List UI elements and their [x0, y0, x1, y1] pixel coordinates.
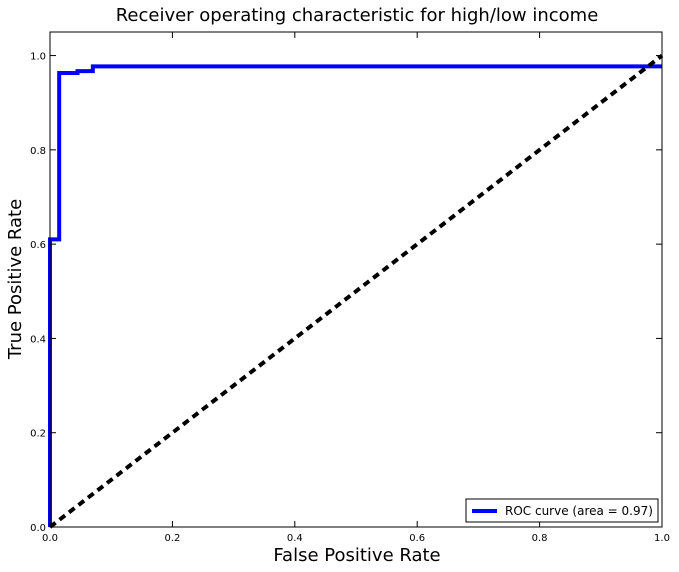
- y-tick-label: 0.8: [30, 146, 46, 157]
- ticks-layer: 0.0 0.2 0.4 0.6 0.8 1.0 0.0 0.2 0.4 0.6 0.8 1.0: [30, 32, 670, 544]
- y-tick-label: 1.0: [30, 52, 46, 63]
- plot-frame: [49, 31, 663, 528]
- chance-diagonal-line: [48, 53, 664, 529]
- legend-label-roc: ROC curve (area = 0.97): [505, 504, 653, 518]
- roc-curve-line: [48, 64, 662, 527]
- x-tick-label: 1.0: [654, 533, 670, 544]
- x-tick-label: 0.2: [164, 533, 180, 544]
- x-tick-label: 0.8: [532, 533, 548, 544]
- x-tick-label: 0.4: [287, 533, 303, 544]
- series-layer: [48, 53, 664, 529]
- y-tick-label: 0.6: [30, 240, 46, 251]
- chart-title: Receiver operating characteristic for hi…: [116, 5, 599, 26]
- x-tick-label: 0.0: [42, 533, 58, 544]
- plot-background: [50, 32, 662, 527]
- y-tick-label: 0.2: [30, 429, 46, 440]
- y-tick-label: 0.0: [30, 523, 46, 534]
- legend-box: [465, 498, 659, 523]
- x-axis-label: False Positive Rate: [273, 545, 440, 566]
- x-tick-label: 0.6: [409, 533, 425, 544]
- y-axis-label: True Positive Rate: [5, 199, 26, 360]
- y-tick-label: 0.4: [30, 334, 46, 345]
- plot-area: [50, 32, 662, 527]
- legend: ROC curve (area = 0.97): [465, 498, 659, 523]
